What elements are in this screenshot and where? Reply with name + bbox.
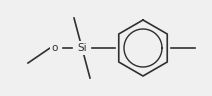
Text: Si: Si [77, 43, 87, 53]
Text: o: o [52, 43, 58, 53]
